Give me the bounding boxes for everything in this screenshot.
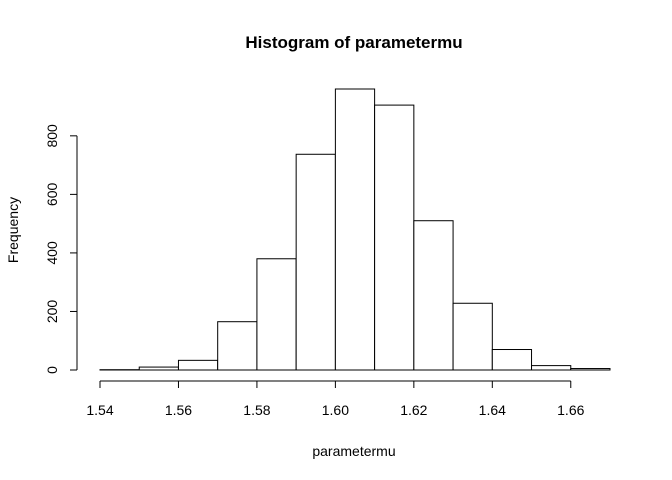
histogram-bar bbox=[138, 366, 179, 371]
histogram-bar bbox=[570, 368, 611, 371]
histogram-bar bbox=[413, 220, 454, 371]
histogram-bar bbox=[295, 153, 336, 371]
y-tick-label: 200 bbox=[44, 300, 60, 324]
y-tick-label: 400 bbox=[44, 241, 60, 265]
x-axis-label: parametermu bbox=[312, 443, 395, 459]
bars-group bbox=[99, 88, 611, 371]
chart-title: Histogram of parametermu bbox=[245, 33, 462, 52]
y-axis-label: Frequency bbox=[5, 197, 21, 263]
y-tick-label: 0 bbox=[44, 366, 60, 374]
x-tick-label: 1.62 bbox=[400, 402, 427, 418]
x-tick-label: 1.64 bbox=[479, 402, 506, 418]
x-tick-label: 1.54 bbox=[86, 402, 113, 418]
histogram-bar bbox=[177, 359, 219, 371]
histogram-bar bbox=[217, 321, 258, 371]
x-tick-label: 1.66 bbox=[557, 402, 584, 418]
y-tick-label: 800 bbox=[44, 124, 60, 148]
x-tick-label: 1.60 bbox=[322, 402, 349, 418]
x-tick-label: 1.58 bbox=[243, 402, 270, 418]
histogram-bar bbox=[256, 258, 297, 371]
x-tick-label: 1.56 bbox=[165, 402, 192, 418]
y-tick-label: 600 bbox=[44, 182, 60, 206]
histogram-bar bbox=[452, 302, 493, 371]
histogram-bar bbox=[374, 104, 415, 371]
histogram-bar bbox=[334, 88, 376, 371]
x-axis: 1.54 1.56 1.58 1.60 1.62 1.64 1.66 bbox=[86, 380, 585, 418]
y-axis: 0 200 400 600 800 bbox=[44, 124, 78, 374]
histogram-bar bbox=[531, 365, 572, 371]
histogram-bar bbox=[491, 349, 533, 371]
